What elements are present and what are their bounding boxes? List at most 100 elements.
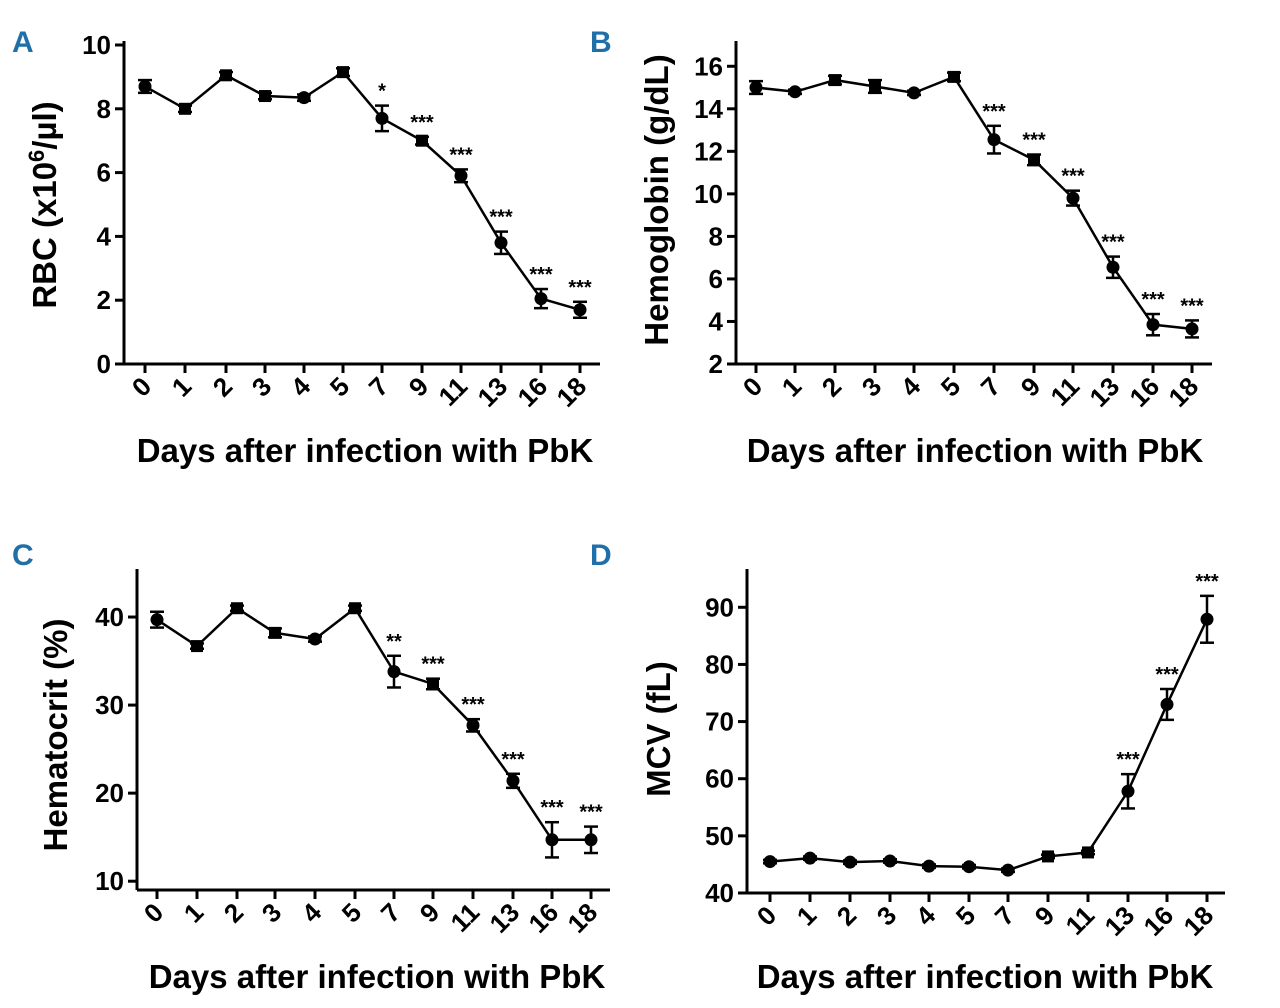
data-point [506, 774, 520, 788]
x-tick-label: 16 [1124, 371, 1166, 413]
data-point [1082, 846, 1094, 859]
x-tick-label: 11 [445, 897, 486, 938]
data-point [534, 292, 548, 306]
x-tick-label: 1 [178, 897, 209, 928]
data-point [907, 86, 921, 100]
data-point [1106, 260, 1120, 274]
y-tick-label: 80 [705, 649, 734, 679]
y-axis-title: Hematocrit (%) [37, 619, 74, 852]
x-tick-label: 11 [1045, 371, 1086, 412]
data-point [191, 640, 203, 653]
data-point [1160, 697, 1174, 711]
y-tick-label: 50 [705, 821, 734, 851]
panel-letter: C [12, 539, 34, 572]
x-tick-label: 11 [433, 371, 474, 412]
y-tick-label: 0 [97, 349, 111, 379]
data-point [494, 236, 508, 250]
x-tick-label: 3 [856, 371, 887, 402]
data-point [883, 854, 897, 868]
x-tick-label: 7 [975, 371, 1006, 402]
data-point [1185, 322, 1199, 336]
y-tick-label: 10 [95, 866, 124, 896]
y-axis-title: RBC (x106/µl) [24, 101, 63, 308]
x-tick-label: 4 [910, 900, 942, 932]
x-tick-label: 18 [1163, 371, 1205, 413]
panel-letter: D [590, 539, 612, 572]
y-axis-title-unit: /µl) [26, 101, 63, 149]
y-tick-label: 14 [694, 94, 723, 124]
y-axis-title-superscript: 6 [24, 150, 49, 162]
y-tick-label: 6 [97, 158, 111, 188]
significance-label: *** [461, 694, 485, 716]
significance-label: *** [1061, 166, 1085, 188]
y-tick-label: 8 [709, 221, 723, 251]
x-tick-label: 1 [776, 371, 807, 402]
data-point [179, 102, 191, 115]
series-line [144, 70, 581, 311]
y-tick-label: 90 [705, 592, 734, 622]
x-tick-label: 9 [414, 897, 445, 928]
data-point [297, 91, 311, 105]
y-tick-label: 70 [705, 707, 734, 737]
significance-label: ** [386, 631, 402, 653]
significance-label: *** [1155, 664, 1179, 686]
y-tick-label: 30 [95, 690, 124, 720]
data-point [454, 169, 468, 183]
x-tick-label: 0 [737, 371, 768, 402]
x-tick-label: 0 [126, 371, 157, 402]
data-point [1146, 318, 1160, 332]
y-tick-label: 2 [709, 349, 723, 379]
y-tick-label: 6 [709, 264, 723, 294]
x-tick-label: 7 [375, 897, 406, 928]
x-tick-label: 1 [791, 900, 822, 931]
significance-label: *** [1141, 289, 1165, 311]
y-tick-label: 40 [95, 602, 124, 632]
significance-label: * [378, 81, 386, 103]
x-tick-label: 4 [296, 897, 328, 929]
data-point [138, 79, 152, 93]
x-tick-label: 3 [871, 900, 902, 931]
y-tick-label: 4 [709, 306, 724, 336]
x-tick-label: 4 [285, 371, 317, 403]
x-tick-label: 0 [751, 900, 782, 931]
series-line [769, 618, 1209, 872]
y-axis-title: Hemoglobin (g/dL) [638, 54, 675, 345]
x-tick-label: 3 [256, 897, 287, 928]
panel-letter: B [590, 26, 612, 59]
x-axis-title: Days after infection with PbK [149, 958, 606, 995]
y-tick-label: 10 [82, 30, 111, 60]
x-tick-label: 16 [523, 897, 565, 939]
significance-label: *** [421, 654, 445, 676]
x-tick-label: 11 [1060, 900, 1101, 941]
data-point [843, 855, 857, 869]
x-tick-label: 16 [1138, 900, 1180, 942]
data-point [584, 833, 598, 847]
x-tick-label: 13 [1084, 371, 1126, 413]
data-point [573, 303, 587, 317]
x-axis-title: Days after infection with PbK [757, 958, 1214, 995]
data-point [1028, 153, 1040, 166]
x-tick-label: 9 [1029, 900, 1060, 931]
data-point [829, 74, 841, 87]
significance-label: *** [410, 112, 434, 134]
y-tick-label: 40 [705, 878, 734, 908]
data-point [231, 602, 243, 615]
x-tick-label: 5 [336, 897, 367, 928]
data-point [308, 632, 322, 646]
data-point [962, 860, 976, 874]
data-point [1042, 850, 1054, 863]
y-axis-title: MCV (fL) [640, 661, 677, 797]
data-point [803, 851, 817, 865]
data-point [987, 133, 1001, 147]
data-point [1200, 612, 1214, 626]
data-point [427, 677, 439, 690]
data-point [1001, 863, 1015, 877]
data-point [466, 718, 480, 732]
data-point [948, 70, 960, 83]
data-point [349, 602, 361, 615]
significance-label: *** [489, 207, 513, 229]
